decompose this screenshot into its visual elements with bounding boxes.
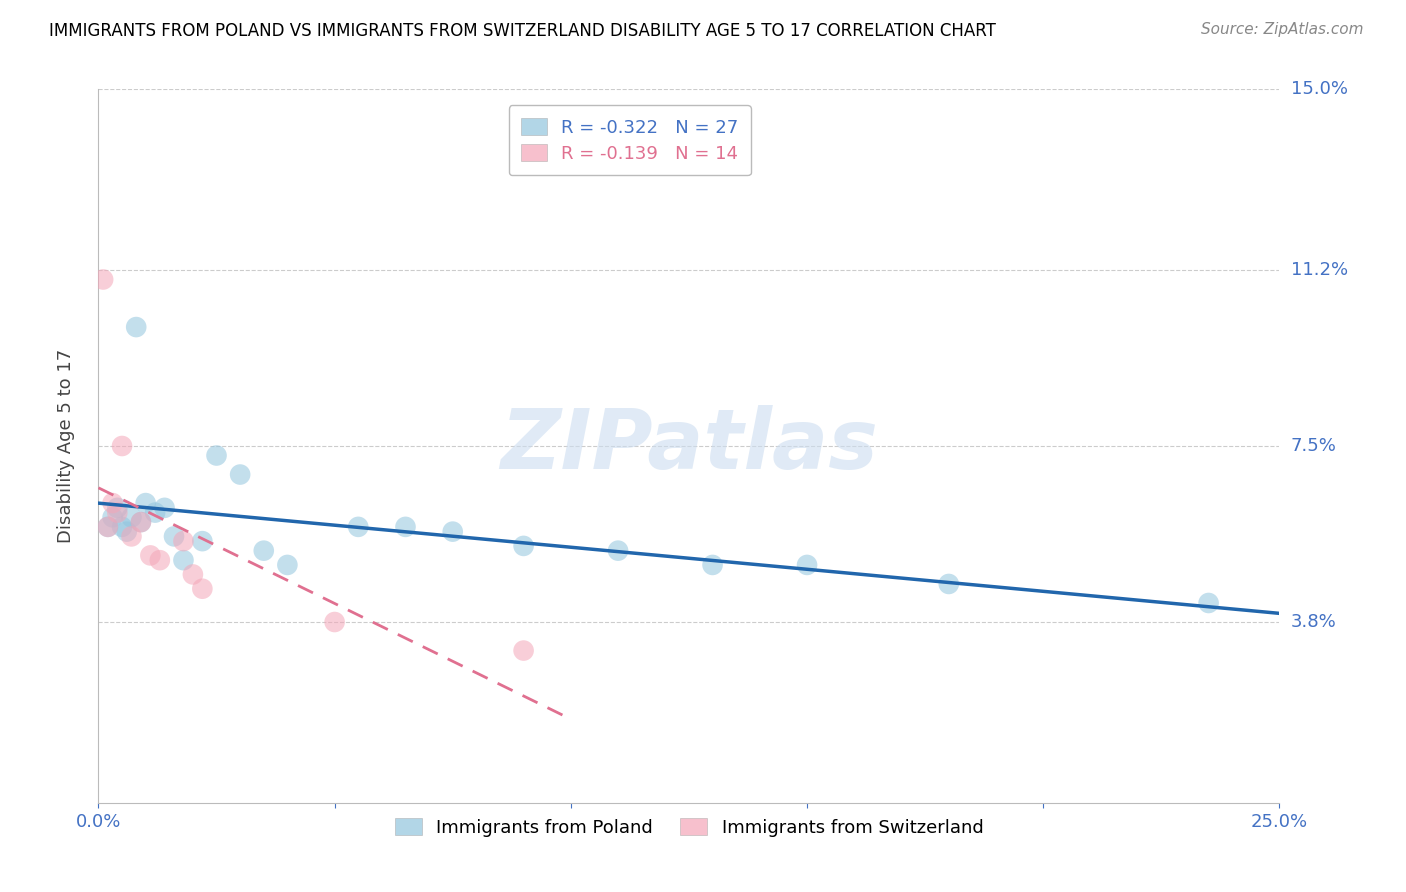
Legend: Immigrants from Poland, Immigrants from Switzerland: Immigrants from Poland, Immigrants from …: [388, 811, 990, 844]
Point: [1198, 596, 1220, 610]
Point: [125, 320, 148, 334]
Point: [938, 577, 960, 591]
Point: [111, 520, 134, 534]
Text: IMMIGRANTS FROM POLAND VS IMMIGRANTS FROM SWITZERLAND DISABILITY AGE 5 TO 17 COR: IMMIGRANTS FROM POLAND VS IMMIGRANTS FRO…: [49, 22, 995, 40]
Point: [149, 553, 172, 567]
Point: [111, 439, 134, 453]
Point: [191, 582, 214, 596]
Point: [101, 510, 124, 524]
Point: [512, 643, 534, 657]
Point: [172, 553, 194, 567]
Text: Source: ZipAtlas.com: Source: ZipAtlas.com: [1201, 22, 1364, 37]
Point: [115, 524, 138, 539]
Point: [702, 558, 724, 572]
Text: 3.8%: 3.8%: [1291, 613, 1336, 631]
Point: [105, 500, 128, 515]
Point: [276, 558, 298, 572]
Point: [121, 510, 143, 524]
Point: [229, 467, 252, 482]
Point: [512, 539, 534, 553]
Text: 7.5%: 7.5%: [1291, 437, 1337, 455]
Point: [143, 506, 166, 520]
Point: [97, 520, 120, 534]
Point: [139, 549, 162, 563]
Point: [129, 515, 152, 529]
Text: 11.2%: 11.2%: [1291, 261, 1348, 279]
Point: [121, 529, 143, 543]
Point: [191, 534, 214, 549]
Point: [607, 543, 630, 558]
Y-axis label: Disability Age 5 to 17: Disability Age 5 to 17: [56, 349, 75, 543]
Point: [205, 449, 228, 463]
Text: ZIPatlas: ZIPatlas: [501, 406, 877, 486]
Point: [253, 543, 276, 558]
Point: [97, 520, 120, 534]
Point: [394, 520, 416, 534]
Point: [105, 506, 128, 520]
Point: [129, 515, 152, 529]
Point: [91, 272, 114, 286]
Point: [101, 496, 124, 510]
Point: [323, 615, 346, 629]
Point: [441, 524, 464, 539]
Text: 15.0%: 15.0%: [1291, 80, 1347, 98]
Point: [347, 520, 370, 534]
Point: [135, 496, 157, 510]
Point: [796, 558, 818, 572]
Point: [172, 534, 194, 549]
Point: [163, 529, 186, 543]
Point: [153, 500, 176, 515]
Point: [181, 567, 204, 582]
